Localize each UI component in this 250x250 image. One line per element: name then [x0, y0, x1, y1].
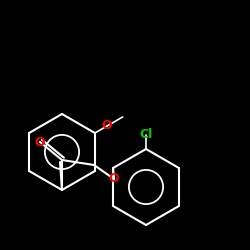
Text: Cl: Cl — [140, 128, 152, 141]
Text: O: O — [109, 172, 119, 186]
Text: O: O — [102, 120, 112, 132]
Text: O: O — [35, 136, 45, 148]
